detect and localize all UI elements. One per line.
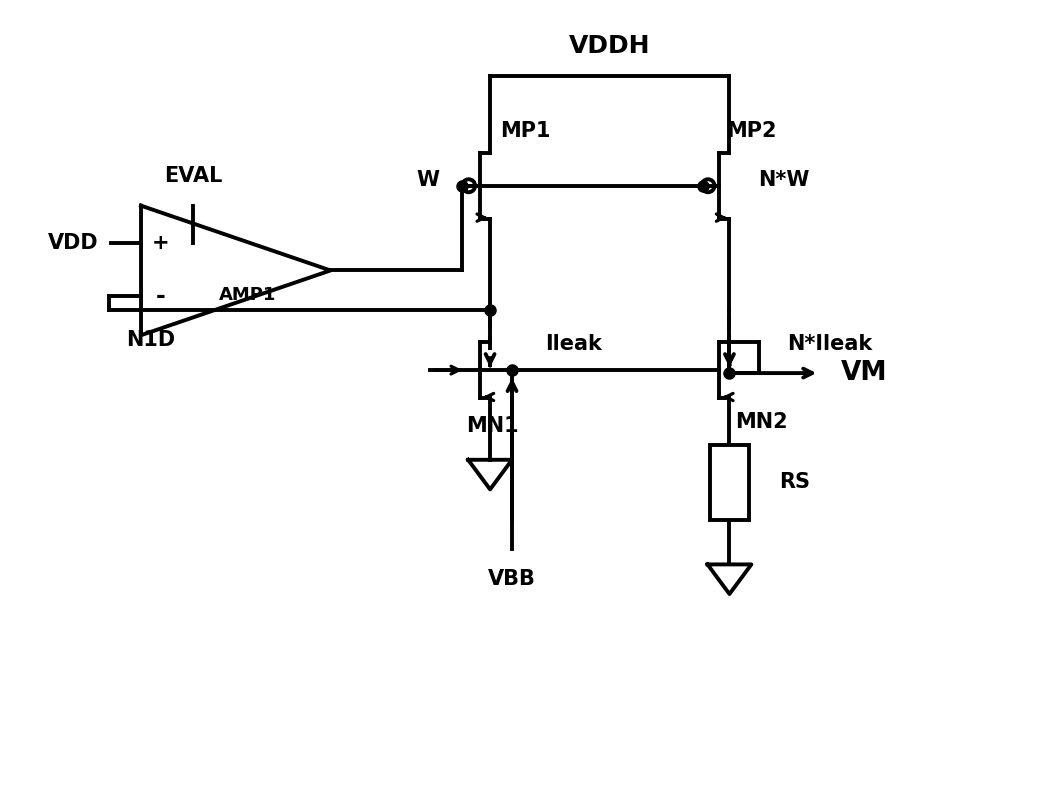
Text: MP2: MP2 [726, 121, 776, 141]
Text: Ileak: Ileak [544, 334, 602, 354]
Text: +: + [153, 233, 169, 253]
Bar [710, 445, 749, 520]
Text: MN2: MN2 [735, 412, 788, 432]
Text: VM: VM [841, 360, 887, 386]
Text: N*Ileak: N*Ileak [787, 334, 873, 354]
Text: MP1: MP1 [500, 121, 551, 141]
Text: MN1: MN1 [466, 416, 518, 436]
Text: AMP1: AMP1 [219, 286, 277, 304]
Text: N1D: N1D [126, 330, 176, 351]
Text: N*W: N*W [759, 170, 810, 190]
Text: RS: RS [780, 472, 810, 492]
Text: VDDH: VDDH [570, 34, 651, 58]
Text: EVAL: EVAL [164, 166, 223, 186]
Text: VBB: VBB [488, 569, 536, 589]
Text: -: - [156, 285, 166, 308]
Text: W: W [417, 170, 440, 190]
Text: VDD: VDD [48, 233, 98, 253]
